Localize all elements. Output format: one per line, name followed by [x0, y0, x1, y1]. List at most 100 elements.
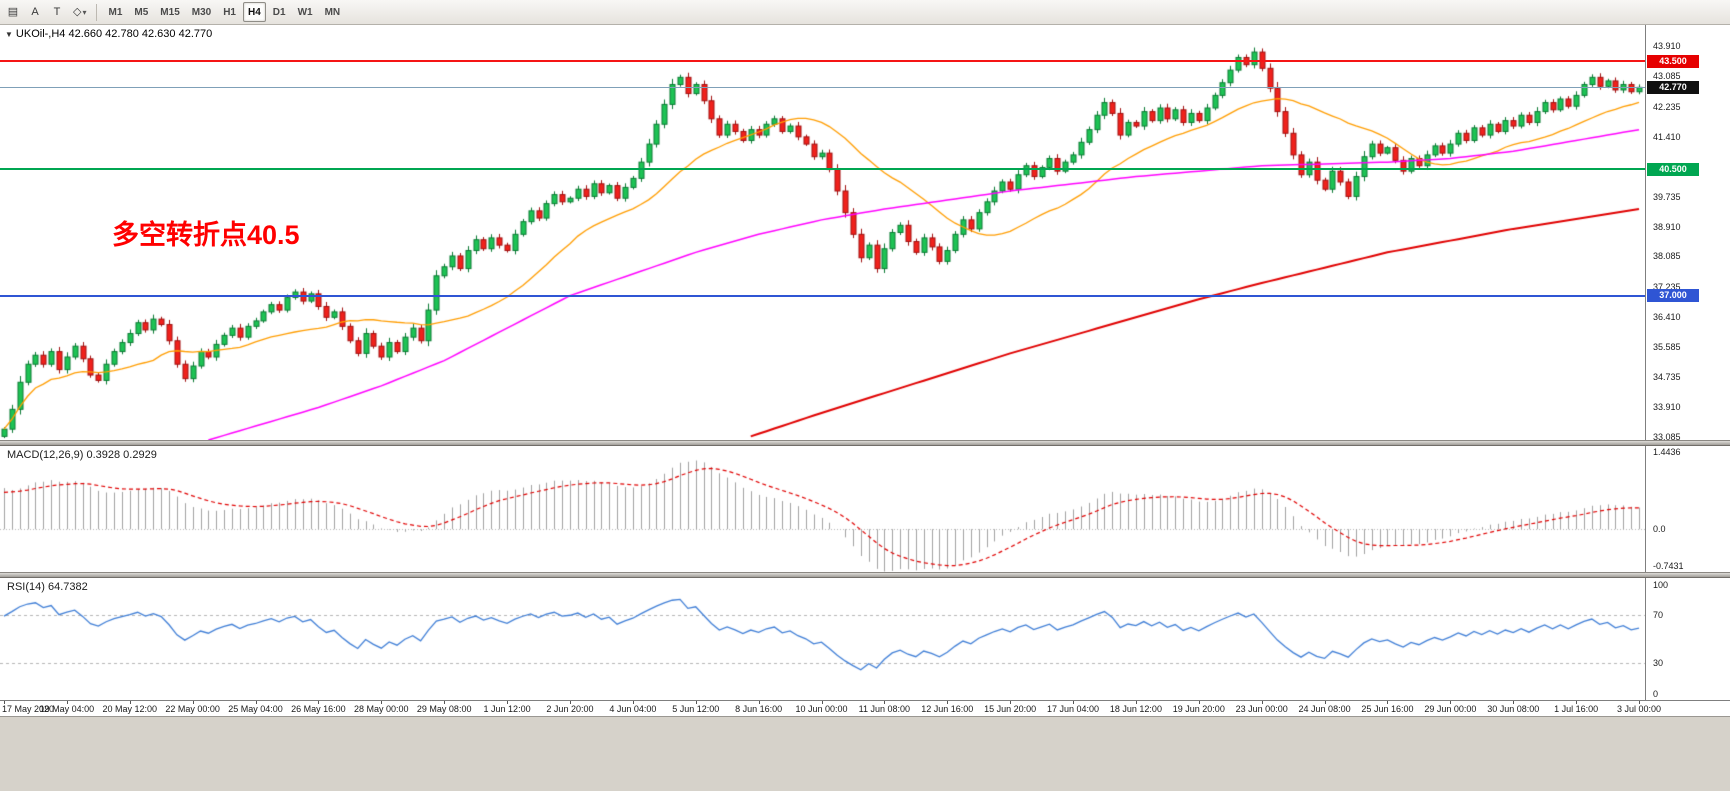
time-tick: [1450, 701, 1451, 704]
time-label: 19 Jun 20:00: [1172, 704, 1225, 714]
time-label: 2 Jun 20:00: [546, 704, 594, 714]
price-tick-label: 37.235: [1653, 282, 1681, 293]
cursor-tool-glyph: A: [31, 5, 39, 18]
time-tick: [1262, 701, 1263, 704]
time-label: 23 Jun 00:00: [1235, 704, 1288, 714]
hline-40.500[interactable]: [0, 168, 1645, 171]
time-tick: [130, 701, 131, 704]
time-tick: [947, 701, 948, 704]
time-label: 17 May 2020: [2, 704, 55, 714]
price-tick-label: 36.410: [1653, 311, 1681, 322]
timeframe-button-h1[interactable]: H1: [223, 6, 236, 18]
time-tick: [67, 701, 68, 704]
shapes-tool-icon[interactable]: ◇ ▾: [68, 2, 91, 22]
toolbar: ▤ A T ◇ ▾ M1 M5 M15 M30 H1 H4 D1 W1 MN: [0, 0, 1730, 25]
timeframe-buttons: M1 M5 M15 M30 H1 H4 D1 W1 MN: [102, 2, 346, 22]
rsi-chart-canvas[interactable]: [0, 578, 1645, 700]
time-tick: [1136, 701, 1137, 704]
timeframe-button-m1[interactable]: M1: [108, 6, 123, 18]
macd-panel: MACD(12,26,9) 0.3928 0.2929 1.4436 0.0 -0.…: [0, 446, 1730, 572]
hline-43.500[interactable]: [0, 60, 1645, 63]
time-tick: [1325, 701, 1326, 704]
time-label: 20 May 12:00: [102, 704, 158, 714]
macd-tick-label: 0.0: [1653, 524, 1666, 535]
time-label: 18 Jun 12:00: [1109, 704, 1162, 714]
time-label: 22 May 00:00: [165, 704, 220, 714]
timeframe-button-m30[interactable]: M30: [191, 6, 212, 18]
price-tick-label: 38.085: [1653, 251, 1681, 262]
time-axis[interactable]: 17 May 2020 19 May 04:00 20 May 12:00 22 Ma…: [0, 700, 1730, 717]
timeframe-button-w1[interactable]: W1: [297, 6, 313, 18]
time-label: 12 Jun 16:00: [921, 704, 974, 714]
timeframe-button-d1[interactable]: D1: [272, 6, 286, 18]
text-tool-icon[interactable]: T: [46, 2, 68, 22]
time-tick: [193, 701, 194, 704]
time-tick: [570, 701, 571, 704]
price-tick-label: 43.910: [1653, 41, 1681, 52]
price-tick-label: 41.410: [1653, 131, 1681, 142]
time-tick: [318, 701, 319, 704]
text-tool-glyph: T: [53, 5, 61, 18]
timeframe-button-mn[interactable]: MN: [324, 6, 341, 18]
cursor-tool-icon[interactable]: A: [24, 2, 46, 22]
time-label: 1 Jun 12:00: [483, 704, 531, 714]
time-label: 29 Jun 00:00: [1424, 704, 1477, 714]
shapes-dropdown-caret: ▾: [82, 7, 87, 17]
time-label: 15 Jun 20:00: [984, 704, 1037, 714]
macd-label: MACD(12,26,9) 0.3928 0.2929: [7, 449, 157, 461]
price-tick-label: 34.735: [1653, 372, 1681, 383]
time-label: 29 May 08:00: [416, 704, 472, 714]
price-tick-label: 39.735: [1653, 191, 1681, 202]
time-label: 24 Jun 08:00: [1298, 704, 1351, 714]
panel-splitter-2[interactable]: [0, 572, 1730, 578]
time-tick: [1387, 701, 1388, 704]
toolbar-separator: [96, 3, 98, 21]
rsi-tick-label: 70: [1653, 609, 1664, 620]
rsi-tick-label: 30: [1653, 658, 1664, 669]
price-chart-canvas[interactable]: [0, 25, 1645, 440]
time-tick: [256, 701, 257, 704]
timeframe-button-m15[interactable]: M15: [160, 6, 180, 18]
time-label: 1 Jul 16:00: [1554, 704, 1599, 714]
time-label: 30 Jun 08:00: [1487, 704, 1540, 714]
timeframe-button-h4[interactable]: H4: [243, 2, 266, 22]
price-axis[interactable]: 43.910 43.085 42.235 41.410 39.735 38.910 38.0…: [1645, 25, 1730, 440]
price-badge-37.000: 37.000: [1647, 289, 1699, 303]
symbol-ohlc-text: UKOil-,H4 42.660 42.780 42.630 42.770: [15, 28, 213, 40]
panel-splitter-1[interactable]: [0, 440, 1730, 446]
price-badge-40.500: 40.500: [1647, 162, 1699, 176]
hline-37.000[interactable]: [0, 294, 1645, 297]
price-tick-label: 42.235: [1653, 101, 1681, 112]
time-label: 10 Jun 00:00: [795, 704, 848, 714]
status-strip: [0, 717, 1730, 791]
time-label: 11 Jun 08:00: [858, 704, 911, 714]
charts-icon[interactable]: ▤: [2, 2, 24, 22]
collapse-arrow-icon: ▼: [5, 30, 13, 39]
time-tick: [822, 701, 823, 704]
time-label: 5 Jun 12:00: [672, 704, 720, 714]
time-label: 26 May 16:00: [291, 704, 346, 714]
macd-axis[interactable]: 1.4436 0.0 -0.7431: [1645, 446, 1730, 572]
rsi-panel: RSI(14) 64.7382 100 70 30 0: [0, 578, 1730, 700]
rsi-axis[interactable]: 100 70 30 0: [1645, 578, 1730, 700]
time-tick: [759, 701, 760, 704]
price-tick-label: 35.585: [1653, 341, 1681, 352]
price-tick-label: 38.910: [1653, 221, 1681, 232]
timeframe-button-m5[interactable]: M5: [134, 6, 149, 18]
time-label: 3 Jul 00:00: [1616, 704, 1662, 714]
rsi-tick-label: 0: [1653, 689, 1659, 699]
hline-42.770[interactable]: [0, 86, 1645, 88]
time-tick: [1073, 701, 1074, 704]
time-tick: [1639, 701, 1640, 704]
price-badge-42.770: 42.770: [1647, 80, 1699, 94]
macd-chart-canvas[interactable]: [0, 446, 1645, 572]
time-tick: [444, 701, 445, 704]
chart-annotation: 多空转折点40.5: [112, 220, 300, 250]
price-badge-43.500: 43.500: [1647, 54, 1699, 68]
time-tick: [1199, 701, 1200, 704]
macd-tick-label: 1.4436: [1653, 447, 1681, 457]
time-tick: [1010, 701, 1011, 704]
time-label: 25 May 04:00: [228, 704, 283, 714]
time-label: 17 Jun 04:00: [1047, 704, 1100, 714]
